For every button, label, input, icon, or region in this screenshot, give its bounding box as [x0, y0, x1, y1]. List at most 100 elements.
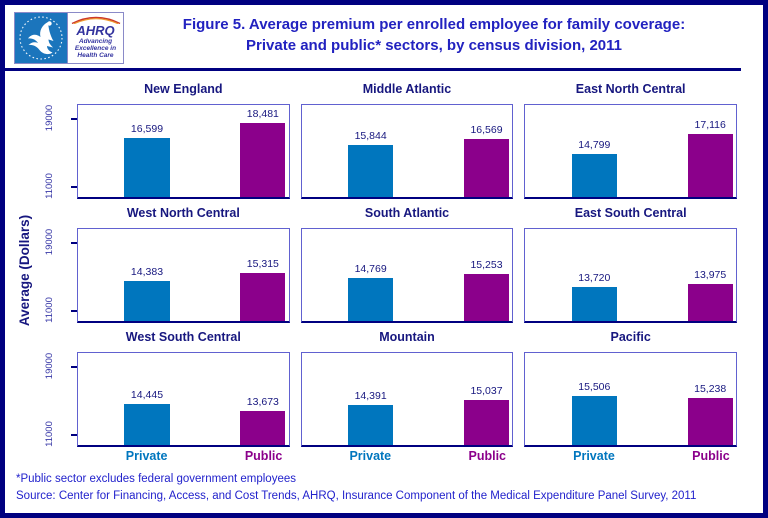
- bar-value-label: 15,315: [246, 258, 279, 271]
- bar-public: [687, 134, 733, 197]
- ahrq-logo: AHRQ Advancing Excellence in Health Care: [67, 13, 123, 63]
- ahrq-wordmark: AHRQ: [76, 23, 115, 38]
- bar-private: [124, 404, 170, 445]
- plot-area: 19000 11000 16,599 18,481: [44, 104, 290, 199]
- bar-private: [571, 395, 617, 445]
- plot-area: 14,799 17,116: [524, 104, 737, 199]
- y-tick-mark: [71, 434, 77, 436]
- x-label-public: Public: [468, 449, 507, 463]
- subplot-east-south-central: East South Central 13,720 13,975: [524, 199, 737, 323]
- y-tick-label: 19000: [44, 104, 55, 132]
- bar-value-label: 17,116: [694, 119, 726, 132]
- figure-title-line1: Figure 5. Average premium per enrolled e…: [182, 16, 686, 33]
- figure-title-line2: Private and public* sectors, by census d…: [246, 37, 622, 54]
- x-label-public: Public: [244, 449, 283, 463]
- ahrq-tagline: Advancing Excellence in Health Care: [74, 38, 117, 59]
- x-label-public: Public: [692, 449, 730, 463]
- bar-public: [240, 410, 286, 445]
- bar-public: [463, 138, 510, 197]
- bar-value-label: 14,799: [578, 138, 611, 151]
- bar-private: [348, 404, 394, 445]
- subplot-title: Middle Atlantic: [362, 82, 452, 96]
- subplot-title: West North Central: [126, 206, 240, 220]
- bar-public: [463, 273, 510, 321]
- footer: *Public sector excludes federal governme…: [16, 471, 753, 505]
- y-tick-mark: [71, 186, 77, 188]
- bar-value-label: 15,844: [354, 129, 387, 142]
- hhs-seal-icon: [15, 13, 67, 63]
- bar-private: [348, 277, 394, 321]
- subplot-west-north-central: West North Central 19000 11000 14,383 15…: [44, 199, 290, 323]
- footnote: *Public sector excludes federal governme…: [16, 473, 296, 485]
- subplot-west-south-central: West South Central 19000 11000 14,445 13…: [44, 323, 290, 466]
- plot-area: 19000 11000 14,383 15,315: [44, 228, 290, 323]
- bar-public: [240, 273, 286, 321]
- subplot-south-atlantic: South Atlantic 14,769 15,253: [300, 199, 514, 323]
- y-tick-label: 11000: [44, 173, 55, 199]
- ahrq-swoosh-icon: [71, 16, 120, 24]
- x-axis-labels: Private Public: [301, 448, 514, 466]
- bar-public: [240, 122, 286, 197]
- bar-value-label: 14,445: [130, 389, 164, 402]
- y-axis-title: Average (Dollars): [17, 214, 33, 327]
- y-tick-mark: [71, 118, 77, 120]
- y-tick-label: 11000: [44, 297, 55, 323]
- subplot-title: Pacific: [610, 330, 651, 344]
- x-axis-labels: Private Public: [77, 448, 290, 466]
- subplot-title: East North Central: [575, 82, 686, 96]
- x-label-private: Private: [349, 449, 392, 463]
- bar-value-label: 13,975: [694, 269, 727, 282]
- x-label-private: Private: [573, 449, 615, 463]
- subplot-title: West South Central: [125, 330, 241, 344]
- bar-value-label: 15,253: [470, 258, 503, 271]
- x-label-private: Private: [125, 449, 168, 463]
- plot-area: 19000 11000 14,445 13,673: [44, 352, 290, 447]
- bar-private: [124, 281, 170, 321]
- y-tick-label: 19000: [44, 228, 55, 256]
- figure-title: Figure 5. Average premium per enrolled e…: [115, 14, 753, 56]
- x-axis-labels: Private Public: [524, 448, 737, 466]
- bar-value-label: 16,569: [470, 123, 503, 136]
- subplot-title: South Atlantic: [364, 206, 450, 220]
- bar-private: [348, 144, 394, 197]
- y-tick-mark: [71, 366, 77, 368]
- plot-area: 15,844 16,569: [300, 104, 514, 199]
- y-tick-label: 19000: [44, 352, 55, 380]
- subplot-middle-atlantic: Middle Atlantic 15,844 16,569: [300, 75, 514, 199]
- subplot-title: Mountain: [379, 330, 435, 344]
- bar-private: [571, 153, 617, 197]
- bar-value-label: 16,599: [130, 123, 164, 136]
- plot-area: 14,769 15,253: [300, 228, 514, 323]
- ahrq-hhs-logo: AHRQ Advancing Excellence in Health Care: [14, 12, 124, 64]
- bar-value-label: 14,769: [354, 262, 387, 275]
- bar-value-label: 13,673: [246, 395, 279, 408]
- bar-public: [687, 284, 733, 321]
- header: AHRQ Advancing Excellence in Health Care…: [5, 5, 763, 68]
- bar-public: [687, 397, 733, 445]
- subplot-title: East South Central: [574, 206, 687, 220]
- bar-value-label: 15,506: [578, 380, 611, 393]
- bar-value-label: 14,383: [130, 266, 164, 278]
- y-tick-mark: [71, 310, 77, 312]
- subplot-new-england: New England 19000 11000 16,599 18,481: [44, 75, 290, 199]
- bar-private: [124, 138, 170, 197]
- y-tick-mark: [71, 242, 77, 244]
- bar-value-label: 18,481: [246, 107, 279, 120]
- bar-value-label: 13,720: [578, 271, 611, 284]
- source-note: Source: Center for Financing, Access, an…: [16, 490, 697, 502]
- bar-public: [463, 399, 510, 445]
- bar-value-label: 14,391: [354, 389, 387, 402]
- subplot-grid: New England 19000 11000 16,599 18,481 Mi…: [39, 75, 737, 466]
- subplot-east-north-central: East North Central 14,799 17,116: [524, 75, 737, 199]
- plot-area: 14,391 15,037: [300, 352, 514, 447]
- subplot-pacific: Pacific 15,506 15,238 Private Public: [524, 323, 737, 466]
- plot-area: 13,720 13,975: [524, 228, 737, 323]
- y-tick-label: 11000: [44, 421, 55, 447]
- bar-private: [571, 286, 617, 321]
- subplot-mountain: Mountain 14,391 15,037 Private Public: [300, 323, 514, 466]
- plot-area: 15,506 15,238: [524, 352, 737, 447]
- bar-value-label: 15,037: [470, 384, 503, 397]
- subplot-title: New England: [144, 82, 223, 96]
- bar-value-label: 15,238: [694, 382, 727, 395]
